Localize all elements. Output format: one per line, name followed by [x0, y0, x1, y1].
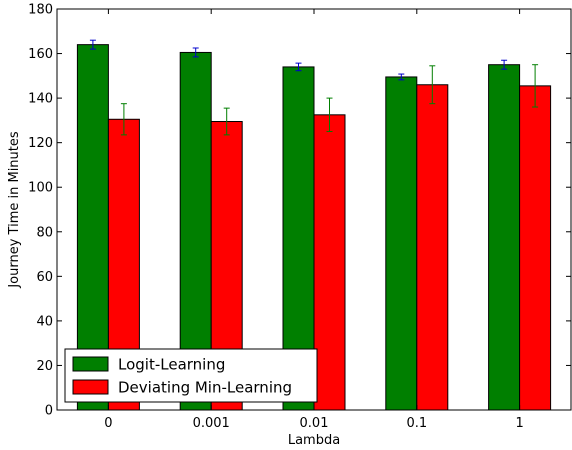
y-tick-label: 180	[28, 3, 53, 18]
error-bar-logit-learning-0	[89, 39, 96, 50]
y-tick-label: 0	[45, 404, 53, 419]
error-bar-deviating-min-learning-0-001	[223, 107, 230, 136]
error-bar-deviating-min-learning-0-01	[326, 97, 333, 133]
y-tick-label: 160	[28, 47, 53, 62]
legend-label-logit-learning: Logit-Learning	[118, 356, 225, 374]
x-tick-label: 0	[104, 416, 112, 431]
error-bar-logit-learning-1	[501, 59, 508, 70]
legend-swatch-logit-learning	[72, 356, 109, 372]
y-tick-label: 120	[28, 136, 53, 151]
bar-deviating-min-learning-0-1	[416, 84, 449, 411]
x-tick-label: 0.1	[406, 416, 427, 431]
y-tick-label: 80	[36, 225, 53, 240]
y-axis: 0 20 40 60 80 100 120 140 160 180	[28, 3, 571, 419]
x-axis-label: Lambda	[288, 433, 340, 448]
error-bar-logit-learning-0-001	[192, 47, 199, 58]
y-tick-label: 60	[36, 270, 53, 285]
bar-logit-learning-1	[488, 64, 521, 411]
legend: Logit-Learning Deviating Min-Learning	[64, 348, 318, 403]
x-axis: 0 0.001 0.01 0.1 1	[104, 9, 524, 431]
x-tick-label: 0.001	[193, 416, 230, 431]
error-bar-logit-learning-0-01	[295, 62, 302, 72]
error-bar-deviating-min-learning-0	[120, 103, 127, 136]
legend-swatch-deviating-min-learning	[72, 379, 109, 395]
error-bar-logit-learning-0-1	[398, 73, 405, 81]
error-bars-layer	[89, 39, 539, 136]
x-tick-label: 1	[515, 416, 523, 431]
y-tick-label: 100	[28, 181, 53, 196]
error-bar-deviating-min-learning-0-1	[429, 65, 436, 105]
y-tick-label: 20	[36, 359, 53, 374]
y-axis-label: Journey Time in Minutes	[7, 131, 22, 289]
x-tick-label: 0.01	[300, 416, 329, 431]
error-bar-deviating-min-learning-1	[532, 64, 539, 108]
y-tick-label: 40	[36, 314, 53, 329]
y-tick-label: 140	[28, 92, 53, 107]
legend-label-deviating-min-learning: Deviating Min-Learning	[118, 379, 292, 397]
bar-logit-learning-0-1	[385, 76, 418, 411]
bar-deviating-min-learning-0-01	[313, 114, 346, 411]
bar-deviating-min-learning-1	[519, 85, 552, 411]
